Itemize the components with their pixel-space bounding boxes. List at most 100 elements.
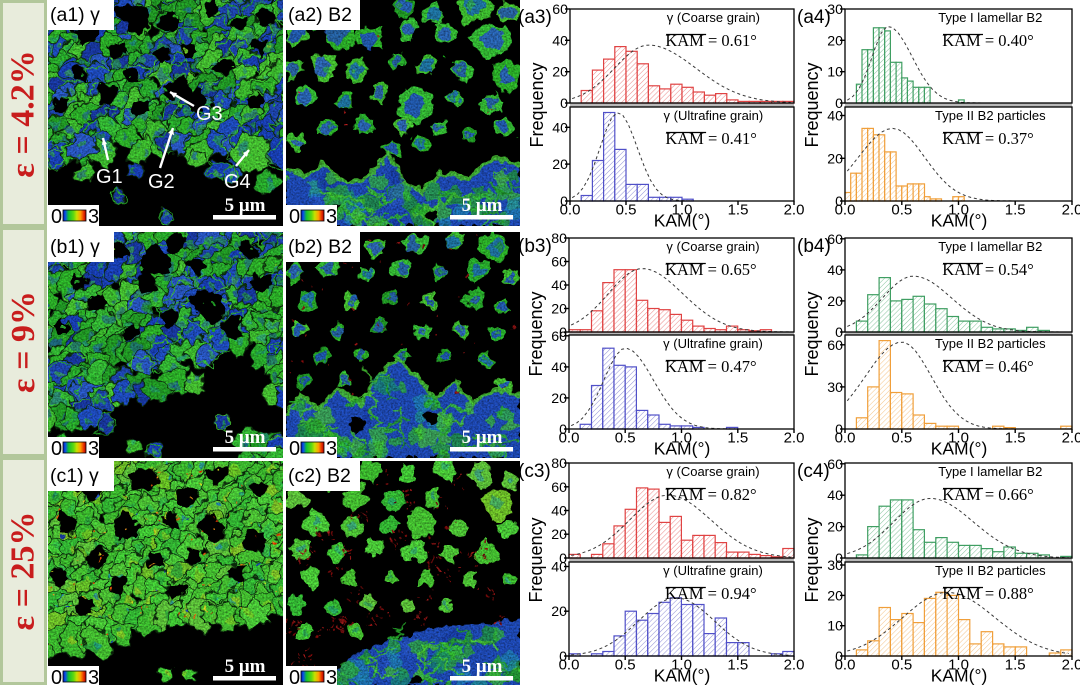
svg-text:KAM = 0.41°: KAM = 0.41° <box>665 129 757 148</box>
svg-text:0.5: 0.5 <box>891 430 912 447</box>
svg-text:60: 60 <box>827 457 843 473</box>
svg-text:(a3): (a3) <box>518 7 552 28</box>
svg-text:0: 0 <box>289 438 300 458</box>
svg-text:Type I lamellar B2: Type I lamellar B2 <box>938 10 1042 25</box>
svg-text:0: 0 <box>289 667 300 685</box>
svg-text:40: 40 <box>551 504 567 520</box>
svg-text:5 μm: 5 μm <box>225 656 266 677</box>
svg-text:40: 40 <box>551 560 567 576</box>
svg-text:γ (Ultrafine grain): γ (Ultrafine grain) <box>663 563 763 578</box>
svg-text:Frequency: Frequency <box>527 62 547 147</box>
svg-text:20: 20 <box>551 604 567 620</box>
svg-text:0: 0 <box>835 194 843 210</box>
svg-text:3: 3 <box>326 667 337 685</box>
svg-text:KAM = 0.46°: KAM = 0.46° <box>942 357 1034 376</box>
svg-text:2.0: 2.0 <box>1062 430 1080 447</box>
svg-text:KAM(°): KAM(°) <box>654 666 711 685</box>
svg-text:γ (Coarse grain): γ (Coarse grain) <box>667 10 760 25</box>
svg-text:3: 3 <box>326 206 337 226</box>
svg-text:0.5: 0.5 <box>615 657 636 674</box>
svg-text:(b3): (b3) <box>518 236 552 257</box>
svg-text:2.0: 2.0 <box>1062 657 1080 674</box>
svg-text:40: 40 <box>827 109 843 125</box>
svg-text:G3: G3 <box>196 103 223 125</box>
svg-text:1.0: 1.0 <box>671 657 692 674</box>
svg-text:1.5: 1.5 <box>1005 430 1026 447</box>
svg-text:0.0: 0.0 <box>559 430 580 447</box>
svg-text:γ (Coarse grain): γ (Coarse grain) <box>666 464 759 479</box>
svg-text:0: 0 <box>51 667 62 685</box>
svg-text:5 μm: 5 μm <box>225 427 266 448</box>
svg-text:γ (Ultrafine grain): γ (Ultrafine grain) <box>663 336 763 351</box>
svg-text:60: 60 <box>551 329 567 345</box>
svg-text:0: 0 <box>559 325 567 341</box>
svg-text:(c2) B2: (c2) B2 <box>288 465 351 487</box>
svg-text:G4: G4 <box>224 171 251 193</box>
svg-text:KAM = 0.37°: KAM = 0.37° <box>942 129 1034 148</box>
svg-text:0: 0 <box>559 551 567 567</box>
svg-text:0.0: 0.0 <box>835 430 856 447</box>
svg-text:(c4): (c4) <box>797 461 830 482</box>
svg-text:γ (Ultrafine grain): γ (Ultrafine grain) <box>664 108 764 123</box>
svg-text:KAM = 0.61°: KAM = 0.61° <box>665 31 757 50</box>
svg-text:0.5: 0.5 <box>891 202 912 219</box>
svg-text:20: 20 <box>827 151 843 167</box>
svg-text:Frequency: Frequency <box>526 291 546 376</box>
svg-text:KAM = 0.94°: KAM = 0.94° <box>665 584 757 603</box>
svg-text:1.0: 1.0 <box>948 202 969 219</box>
svg-text:20: 20 <box>552 65 568 81</box>
svg-text:0: 0 <box>835 325 843 341</box>
svg-text:(c3): (c3) <box>518 461 551 482</box>
svg-text:20: 20 <box>827 33 843 49</box>
svg-text:1.5: 1.5 <box>1005 657 1026 674</box>
svg-text:KAM = 0.54°: KAM = 0.54° <box>942 260 1034 279</box>
svg-text:30: 30 <box>827 558 843 574</box>
svg-text:40: 40 <box>827 263 843 279</box>
svg-text:20: 20 <box>827 520 843 536</box>
svg-text:(c1) γ: (c1) γ <box>50 465 99 487</box>
svg-text:20: 20 <box>552 157 568 173</box>
svg-text:(b1) γ: (b1) γ <box>50 236 100 258</box>
svg-text:Frequency: Frequency <box>802 62 822 147</box>
svg-text:KAM = 0.65°: KAM = 0.65° <box>665 260 757 279</box>
svg-text:30: 30 <box>827 2 843 18</box>
svg-text:10: 10 <box>827 619 843 635</box>
svg-text:0.0: 0.0 <box>559 657 580 674</box>
svg-text:20: 20 <box>827 588 843 604</box>
svg-text:0: 0 <box>835 422 843 438</box>
svg-text:0.0: 0.0 <box>835 202 856 219</box>
svg-text:0.5: 0.5 <box>616 202 637 219</box>
svg-text:Frequency: Frequency <box>802 517 822 602</box>
svg-text:3: 3 <box>88 667 99 685</box>
svg-text:0.5: 0.5 <box>615 430 636 447</box>
svg-text:Type II B2 particles: Type II B2 particles <box>935 336 1046 351</box>
svg-text:60: 60 <box>827 232 843 248</box>
svg-text:40: 40 <box>827 488 843 504</box>
svg-text:KAM(°): KAM(°) <box>654 439 711 459</box>
svg-text:5 μm: 5 μm <box>462 656 503 677</box>
svg-text:1.0: 1.0 <box>948 657 969 674</box>
svg-text:Type II B2 particles: Type II B2 particles <box>935 108 1046 123</box>
svg-text:80: 80 <box>551 231 567 247</box>
svg-text:KAM(°): KAM(°) <box>931 439 988 459</box>
svg-text:60: 60 <box>551 255 567 271</box>
svg-text:(b2) B2: (b2) B2 <box>288 236 352 258</box>
svg-text:KAM(°): KAM(°) <box>931 666 988 685</box>
svg-text:KAM(°): KAM(°) <box>931 211 988 231</box>
svg-text:G1: G1 <box>96 166 123 188</box>
svg-text:20: 20 <box>551 302 567 318</box>
svg-text:1.0: 1.0 <box>672 202 693 219</box>
svg-text:0: 0 <box>51 206 62 226</box>
svg-text:40: 40 <box>551 360 567 376</box>
svg-text:60: 60 <box>551 480 567 496</box>
svg-text:γ (Coarse grain): γ (Coarse grain) <box>666 239 759 254</box>
svg-text:KAM = 0.66°: KAM = 0.66° <box>942 485 1034 504</box>
svg-text:5 μm: 5 μm <box>225 195 266 216</box>
svg-text:2.0: 2.0 <box>784 430 805 447</box>
svg-text:0: 0 <box>559 422 567 438</box>
svg-text:2.0: 2.0 <box>784 202 805 219</box>
svg-text:KAM(°): KAM(°) <box>654 211 711 231</box>
svg-text:30: 30 <box>827 380 843 396</box>
svg-text:0.5: 0.5 <box>891 657 912 674</box>
svg-text:40: 40 <box>552 120 568 136</box>
